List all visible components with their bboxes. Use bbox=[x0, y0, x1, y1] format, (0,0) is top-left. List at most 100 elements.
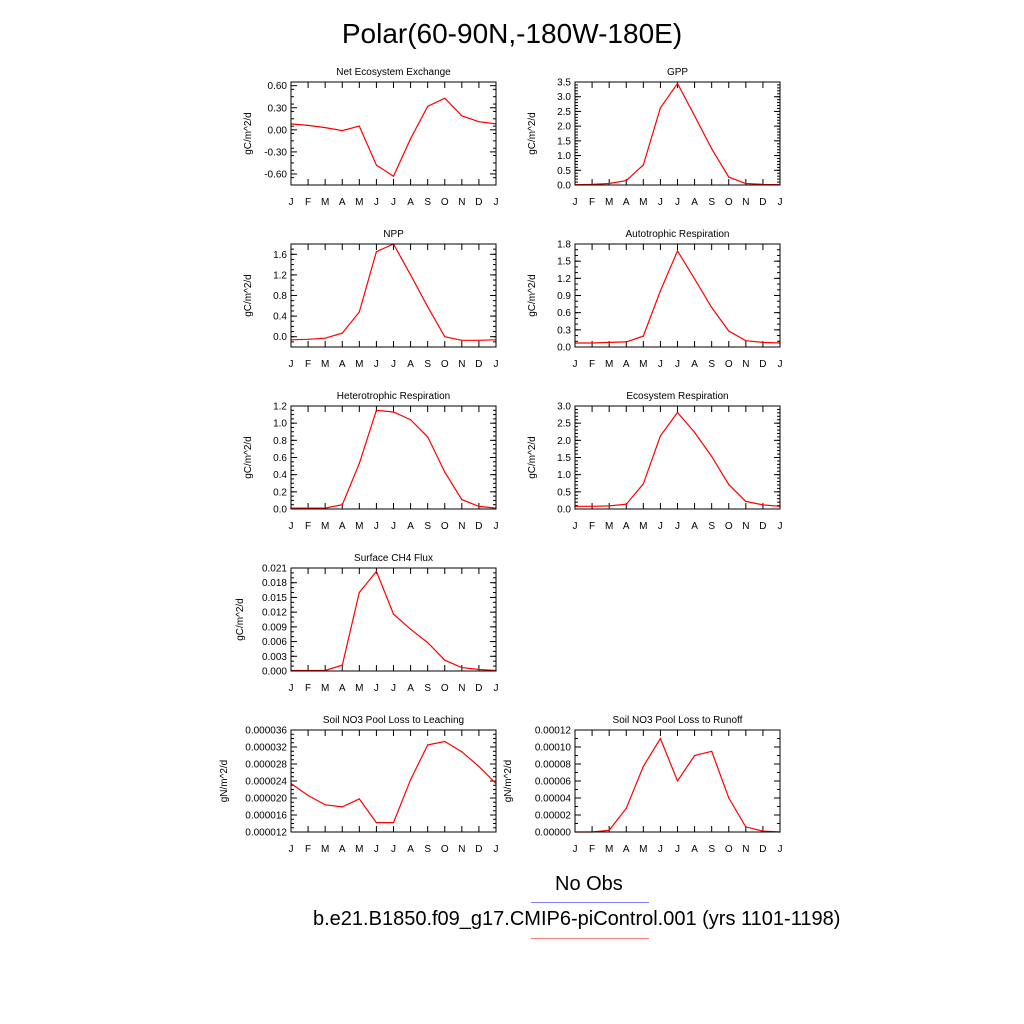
x-tick-label: D bbox=[475, 844, 482, 855]
data-point bbox=[625, 503, 627, 505]
data-point bbox=[478, 339, 480, 341]
x-tick-label: D bbox=[475, 683, 482, 694]
x-tick-label: F bbox=[305, 521, 311, 532]
data-point bbox=[392, 822, 395, 824]
x-tick-label: O bbox=[441, 683, 449, 694]
x-tick-label: S bbox=[708, 521, 715, 532]
y-tick-label: 0.00004 bbox=[535, 794, 572, 805]
data-point bbox=[427, 105, 429, 107]
x-tick-label: O bbox=[725, 197, 733, 208]
x-tick-label: M bbox=[321, 197, 329, 208]
y-tick-label: 0.000020 bbox=[245, 794, 287, 805]
y-tick-label: 0.0 bbox=[557, 343, 571, 354]
data-point bbox=[694, 754, 696, 757]
x-tick-label: F bbox=[589, 521, 595, 532]
data-point bbox=[728, 484, 730, 486]
x-tick-label: M bbox=[355, 359, 363, 370]
data-point bbox=[341, 664, 343, 666]
data-point bbox=[375, 409, 377, 411]
x-tick-label: A bbox=[339, 844, 346, 855]
data-point bbox=[427, 642, 429, 644]
x-tick-label: D bbox=[759, 844, 766, 855]
x-tick-label: A bbox=[691, 359, 698, 370]
y-tick-label: 0.8 bbox=[273, 291, 287, 302]
y-tick-label: 0.00008 bbox=[535, 760, 572, 771]
data-point bbox=[324, 804, 326, 806]
chart-title: Soil NO3 Pool Loss to Runoff bbox=[613, 715, 743, 726]
y-tick-label: 1.0 bbox=[557, 151, 571, 162]
y-axis-label: gC/m^2/d bbox=[243, 112, 254, 155]
x-tick-label: M bbox=[605, 521, 613, 532]
data-point bbox=[642, 335, 644, 337]
data-point bbox=[745, 340, 747, 342]
x-tick-label: M bbox=[605, 359, 613, 370]
data-point bbox=[711, 455, 713, 458]
x-tick-label: S bbox=[424, 844, 431, 855]
x-tick-label: J bbox=[675, 844, 680, 855]
y-tick-label: 0.00010 bbox=[535, 743, 572, 754]
data-point bbox=[711, 750, 713, 752]
x-tick-label: J bbox=[289, 197, 294, 208]
data-point bbox=[745, 826, 747, 828]
x-tick-label: M bbox=[639, 844, 647, 855]
chart-panel: Ecosystem Respiration gC/m^2/d 0.0 0.5 1.0 1.… bbox=[527, 391, 783, 532]
x-tick-label: M bbox=[355, 197, 363, 208]
x-tick-label: A bbox=[407, 197, 414, 208]
y-tick-label: 1.2 bbox=[273, 270, 287, 281]
y-tick-label: 0.5 bbox=[557, 487, 571, 498]
x-tick-label: J bbox=[391, 359, 396, 370]
data-point bbox=[392, 613, 395, 615]
x-tick-label: F bbox=[305, 844, 311, 855]
x-tick-label: J bbox=[573, 359, 578, 370]
data-point bbox=[659, 435, 662, 437]
y-tick-label: 0.000036 bbox=[245, 726, 287, 737]
data-point bbox=[478, 505, 480, 507]
x-tick-label: O bbox=[441, 197, 449, 208]
plot-frame bbox=[290, 81, 497, 186]
data-point bbox=[307, 507, 309, 509]
data-point bbox=[375, 164, 377, 166]
y-tick-label: 0.000012 bbox=[245, 828, 287, 839]
y-axis-label: gC/m^2/d bbox=[243, 436, 254, 479]
data-point bbox=[694, 115, 696, 117]
plot-frame bbox=[574, 81, 781, 186]
x-tick-label: M bbox=[321, 683, 329, 694]
y-tick-label: 0.000032 bbox=[245, 743, 287, 754]
x-tick-label: S bbox=[424, 197, 431, 208]
x-tick-label: A bbox=[407, 521, 414, 532]
x-tick-label: M bbox=[605, 844, 613, 855]
x-tick-label: J bbox=[391, 844, 396, 855]
data-point bbox=[625, 180, 627, 182]
chart-title: Net Ecosystem Exchange bbox=[336, 67, 451, 78]
x-tick-label: J bbox=[494, 359, 499, 370]
data-point bbox=[659, 290, 662, 292]
x-tick-label: N bbox=[458, 683, 465, 694]
x-tick-label: O bbox=[725, 521, 733, 532]
y-tick-label: 0.8 bbox=[273, 436, 287, 447]
data-point bbox=[461, 751, 463, 753]
y-tick-label: 0.6 bbox=[273, 453, 287, 464]
x-tick-label: M bbox=[355, 683, 363, 694]
series-line bbox=[291, 570, 497, 672]
x-tick-label: J bbox=[494, 844, 499, 855]
data-point bbox=[341, 806, 343, 808]
data-point bbox=[608, 505, 610, 507]
data-point bbox=[676, 780, 679, 782]
data-point bbox=[444, 336, 446, 338]
series-line bbox=[290, 97, 497, 178]
legend-model-label: b.e21.B1850.f09_g17.CMIP6-piControl.001 … bbox=[313, 908, 841, 930]
x-tick-label: J bbox=[289, 683, 294, 694]
data-point bbox=[608, 341, 610, 343]
data-point bbox=[711, 306, 713, 309]
data-point bbox=[478, 121, 480, 123]
y-tick-label: 0.2 bbox=[273, 487, 287, 498]
data-point bbox=[410, 628, 412, 630]
x-tick-label: J bbox=[391, 197, 396, 208]
y-tick-label: 0.0 bbox=[273, 505, 287, 516]
x-tick-label: J bbox=[289, 844, 294, 855]
y-tick-label: 0.9 bbox=[557, 291, 571, 302]
x-tick-label: F bbox=[305, 197, 311, 208]
data-point bbox=[728, 797, 730, 799]
plot-frame bbox=[574, 405, 781, 510]
